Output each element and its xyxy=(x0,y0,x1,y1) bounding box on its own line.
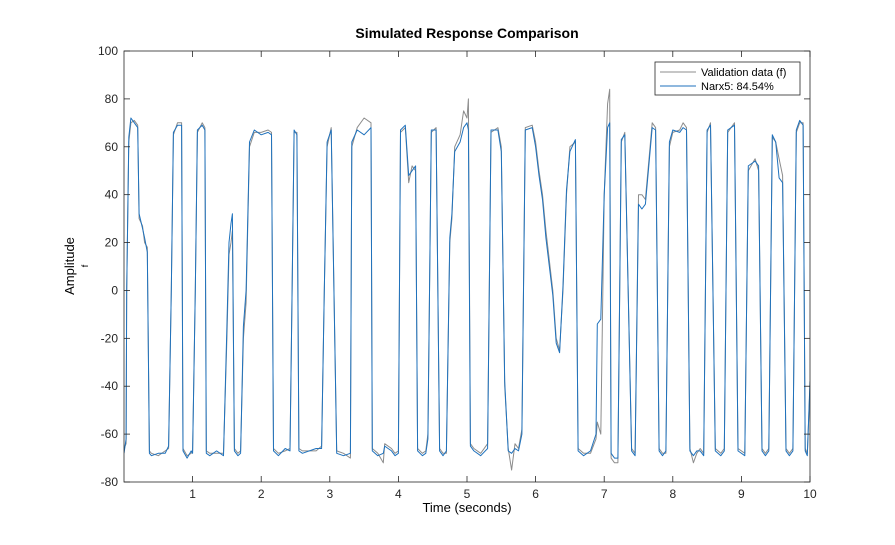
legend: Validation data (f) Narx5: 84.54% xyxy=(654,61,801,96)
y-tick-label: -40 xyxy=(101,379,119,393)
legend-box xyxy=(654,61,801,96)
y-tick-label: 20 xyxy=(105,236,119,250)
x-tick-label: 4 xyxy=(395,487,402,501)
y-tick-label: -80 xyxy=(101,475,119,489)
y-tick-label: 60 xyxy=(105,140,119,154)
y-tick-label: -60 xyxy=(101,427,119,441)
x-tick-label: 9 xyxy=(738,487,745,501)
x-tick-label: 5 xyxy=(464,487,471,501)
x-axis-label: Time (seconds) xyxy=(422,500,511,515)
y-tick-label: 40 xyxy=(105,188,119,202)
x-tick-label: 3 xyxy=(326,487,333,501)
y-tick-label: 80 xyxy=(105,92,119,106)
x-tick-label: 6 xyxy=(532,487,539,501)
y-tick-label: 0 xyxy=(111,283,118,297)
x-tick-label: 8 xyxy=(669,487,676,501)
x-tick-label: 2 xyxy=(258,487,265,501)
legend-entry-validation: Validation data (f) xyxy=(701,67,786,79)
series-line-1 xyxy=(124,117,810,459)
y-tick-label: -20 xyxy=(101,331,119,345)
series-layer xyxy=(124,88,810,471)
ticks-layer: -80 -60 -40 -20 0 20 40 60 80 100 1 2 3 4 5 6 7 8 9 10 xyxy=(98,44,817,501)
y-axis-sublabel: f xyxy=(80,264,90,267)
legend-entry-narx5: Narx5: 84.54% xyxy=(701,81,774,93)
x-tick-label: 7 xyxy=(601,487,608,501)
y-axis-label-group: Amplitude xyxy=(62,237,77,295)
x-tick-label: 10 xyxy=(803,487,817,501)
y-axis-label: Amplitude xyxy=(62,237,77,295)
series-line-0 xyxy=(124,88,810,471)
y-tick-label: 100 xyxy=(98,44,118,58)
chart-title: Simulated Response Comparison xyxy=(355,25,578,41)
y-axis-sublabel-group: f xyxy=(80,264,90,267)
x-tick-label: 1 xyxy=(189,487,196,501)
